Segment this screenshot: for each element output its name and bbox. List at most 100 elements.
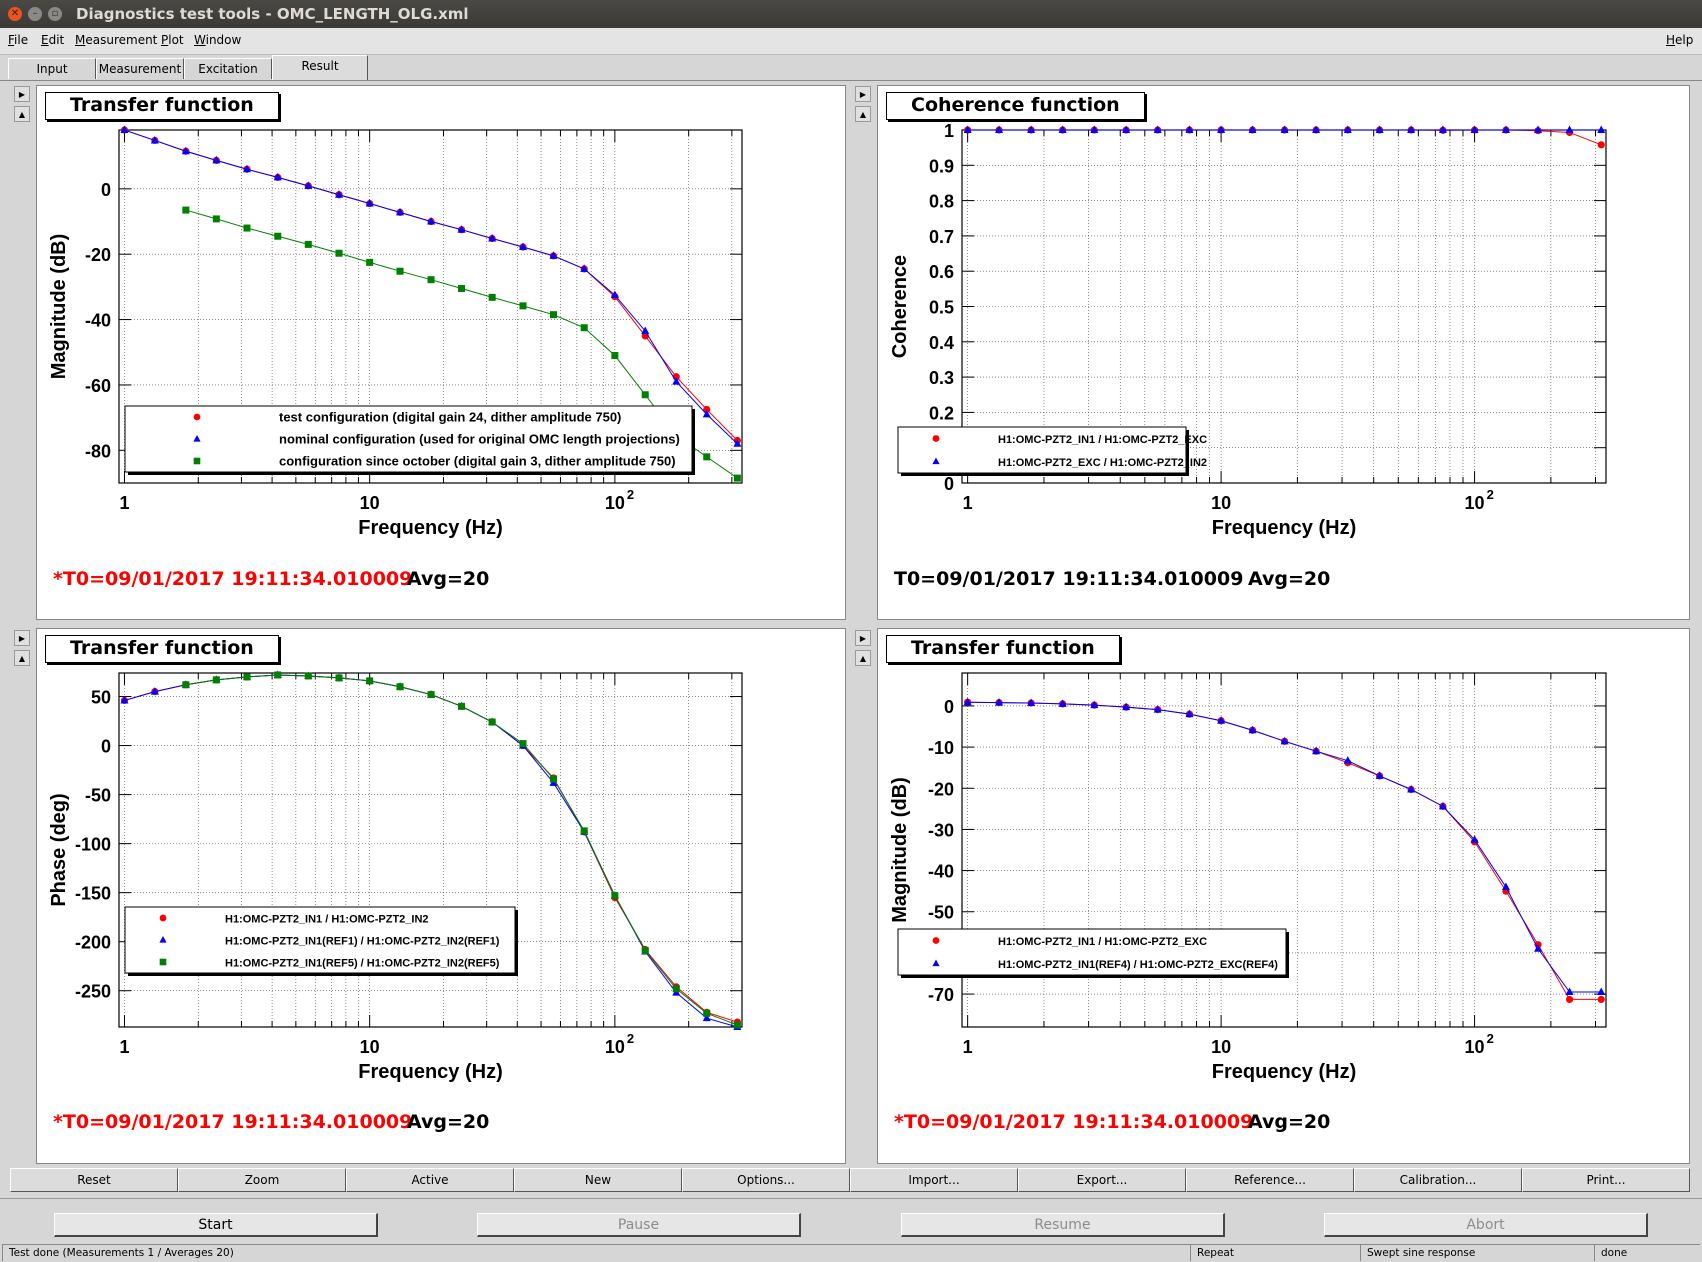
expand-arrow-icon[interactable]: ▶ [855,86,871,102]
reset-button[interactable]: Reset [10,1168,178,1192]
legend-box [897,426,1187,474]
collapse-arrow-icon[interactable]: ▲ [14,650,30,666]
tab-excitation[interactable]: Excitation [184,58,272,79]
tab-result[interactable]: Result [272,55,368,80]
expand-arrow-icon[interactable]: ▶ [14,86,30,102]
y-tick-label: -250 [75,982,111,1002]
data-point [488,293,496,301]
x-tick-label: 10 [360,1037,380,1057]
legend-marker [932,435,940,442]
x-tick-exponent: 2 [627,487,634,502]
expand-arrow-icon[interactable]: ▶ [14,630,30,646]
data-point [641,947,649,955]
y-tick-label: -40 [85,311,111,331]
status-repeat: Repeat [1190,1244,1360,1261]
data-point [1217,716,1226,724]
data-point [212,155,221,164]
data-point [1248,725,1257,734]
menu-plot[interactable]: Plot [161,33,184,47]
y-axis-label: Magnitude (dB) [889,777,911,923]
collapse-arrow-icon[interactable]: ▲ [14,106,30,122]
chart-coherence[interactable]: 00.10.20.30.40.50.60.70.80.91110102Frequ… [878,86,1689,619]
pause-button[interactable]: Pause [477,1213,801,1237]
data-point [1343,756,1352,764]
legend-marker [159,914,167,922]
start-button[interactable]: Start [54,1213,378,1237]
data-point [150,135,159,144]
plot-panel-transfer-magnitude[interactable]: Transfer function 0 -20 -40 -60 -80 1 10 10 2 Fre… [36,85,846,620]
t0-timestamp: *T0=09/01/2017 19:11:34.010009 [53,1111,413,1133]
menu-edit[interactable]: Edit [41,33,65,47]
import-button[interactable]: Import... [850,1168,1018,1192]
data-point [1153,125,1162,133]
plot-panel-transfer-magnitude-ref[interactable]: Transfer function 0-10-20-30-40-50-60-70… [877,628,1690,1164]
data-point [580,324,588,332]
data-point [1122,125,1131,133]
y-axis-label: Phase (deg) [48,793,70,906]
x-tick-label: 10 [1211,1037,1231,1057]
data-point [518,242,527,251]
options-button[interactable]: Options... [682,1168,850,1192]
series-group [963,125,1606,149]
collapse-arrow-icon[interactable]: ▲ [855,650,871,666]
data-point [549,775,557,783]
new-button[interactable]: New [514,1168,682,1192]
resume-button[interactable]: Resume [901,1213,1225,1237]
menu-measurement[interactable]: Measurement [75,33,158,47]
data-point [1438,125,1447,133]
plot-panel-coherence[interactable]: Coherence function 00.10.20.30.40.50.60.… [877,85,1690,620]
legend-label: H1:OMC-PZT2_EXC / H1:OMC-PZT2_IN2 [998,457,1207,469]
y-tick-label: 1 [944,121,954,141]
maximize-window-button[interactable]: ▫ [48,7,62,21]
data-point [1027,125,1036,133]
data-point [242,164,251,173]
menu-file[interactable]: File [8,33,29,47]
data-point [611,892,619,900]
x-tick-label: 10 [1465,493,1485,513]
y-tick-label: 0 [944,697,954,717]
menu-help[interactable]: Help [1666,33,1694,47]
data-point [1280,736,1289,745]
x-tick-label: 1 [119,493,129,513]
y-tick-label: 0 [101,737,111,757]
data-point [335,190,344,198]
expand-arrow-icon[interactable]: ▶ [855,630,871,646]
data-point [1185,709,1194,718]
x-axis-label: Frequency (Hz) [358,1061,502,1083]
export-button[interactable]: Export... [1018,1168,1186,1192]
tab-measurement[interactable]: Measurement [96,58,184,79]
reference-button[interactable]: Reference... [1186,1168,1354,1192]
data-point [458,285,466,293]
data-point [120,125,129,133]
series-group [963,697,1606,1004]
legend-marker [193,413,201,421]
menu-window[interactable]: Window [194,33,242,47]
data-point [304,240,312,248]
minimize-window-button[interactable]: – [28,7,42,21]
data-point [1407,784,1416,793]
data-point [1501,882,1510,891]
data-point [995,698,1004,706]
x-tick-label: 10 [1465,1037,1485,1057]
data-point [1438,801,1447,810]
calibration-button[interactable]: Calibration... [1354,1168,1522,1192]
status-message: Test done (Measurements 1 / Averages 20) [2,1244,1190,1261]
legend-label: H1:OMC-PZT2_IN1(REF5) / H1:OMC-PZT2_IN2(… [225,958,500,970]
data-point [1185,125,1194,133]
data-point [1280,125,1289,133]
abort-button[interactable]: Abort [1324,1213,1648,1237]
close-window-button[interactable]: ✕ [8,7,22,21]
active-button[interactable]: Active [346,1168,514,1192]
legend-label: test configuration (digital gain 24, dit… [279,410,621,425]
tab-input[interactable]: Input [8,58,96,79]
y-tick-label: -20 [928,779,954,799]
data-point [549,311,557,319]
collapse-arrow-icon[interactable]: ▲ [855,106,871,122]
zoom-button[interactable]: Zoom [178,1168,346,1192]
legend-marker [932,959,940,967]
plot-panel-transfer-phase[interactable]: Transfer function 50 0 -50 -100 -150 -200 -250… [36,628,846,1164]
print-button[interactable]: Print... [1522,1168,1690,1192]
